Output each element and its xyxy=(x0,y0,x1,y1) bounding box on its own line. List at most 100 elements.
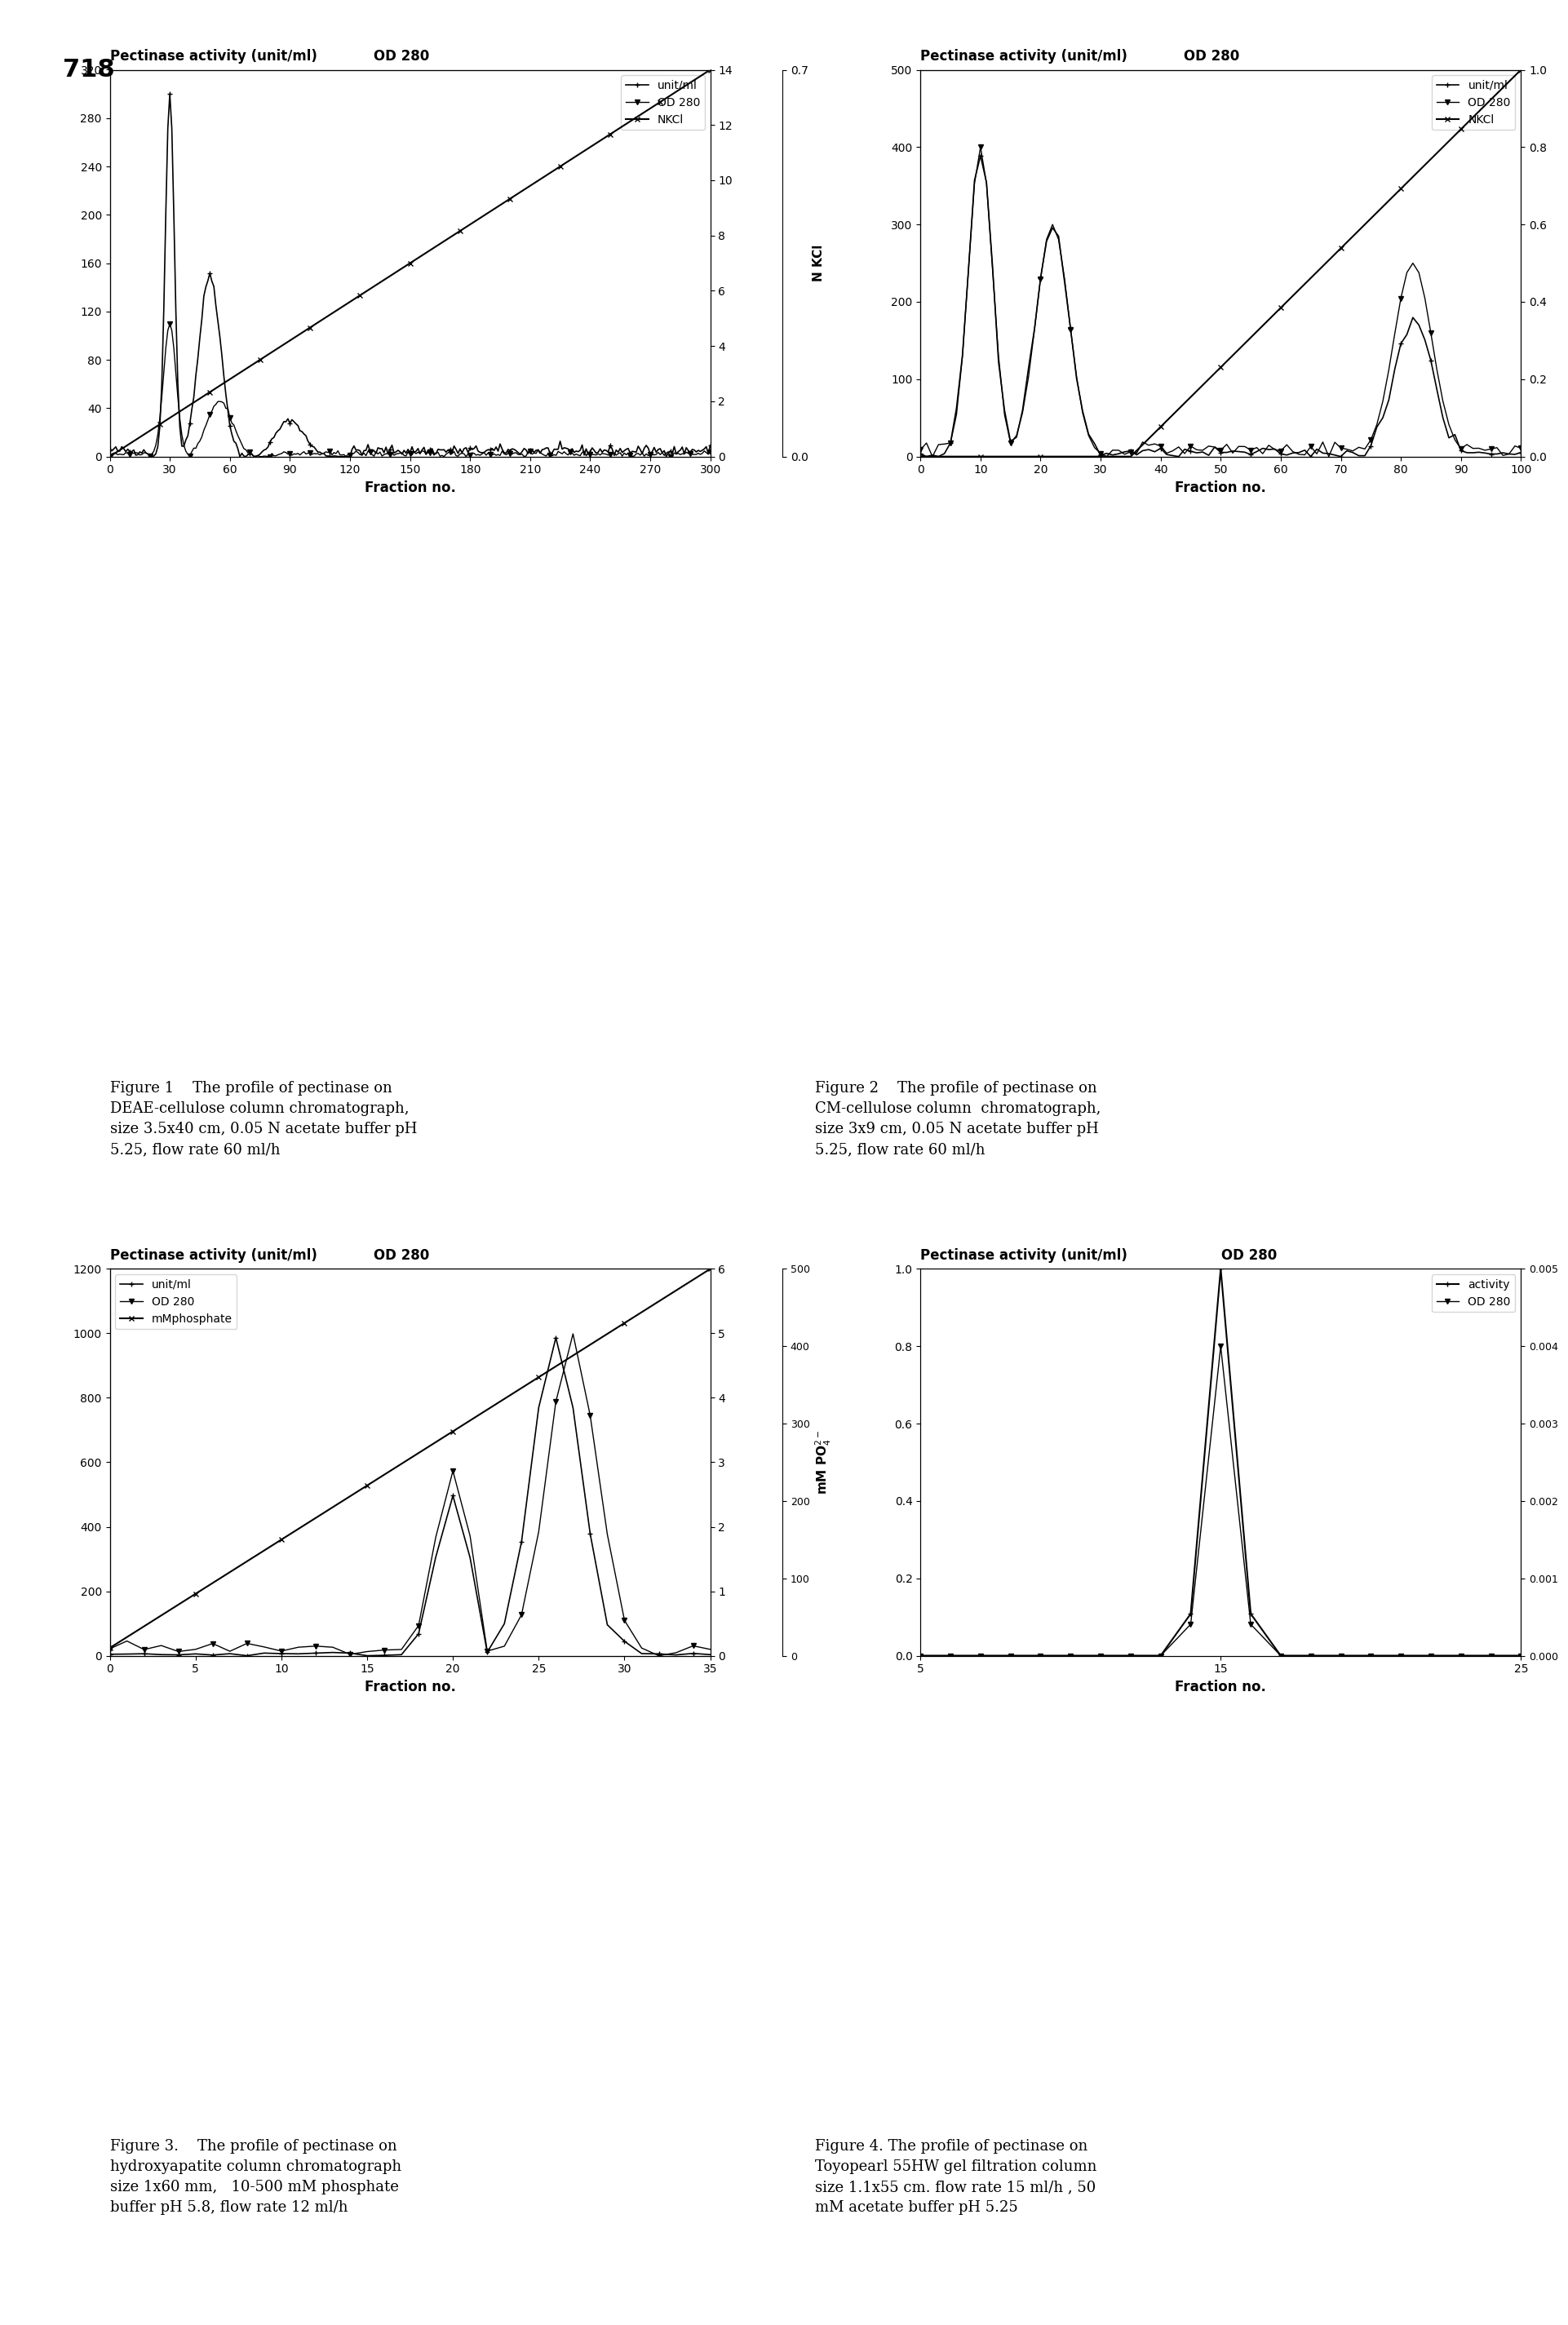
mMphosphate xyxy=(461,1407,480,1435)
Text: Figure 3.    The profile of pectinase on
hydroxyapatite column chromatograph
siz: Figure 3. The profile of pectinase on hy… xyxy=(110,2139,401,2216)
X-axis label: Fraction no.: Fraction no. xyxy=(1174,1679,1267,1695)
OD 280 xyxy=(444,1458,463,1486)
Line: NKCl: NKCl xyxy=(917,67,1524,460)
OD 280 xyxy=(1151,1641,1170,1669)
unit/ml xyxy=(152,1641,171,1669)
Text: 718: 718 xyxy=(63,58,114,81)
OD 280 xyxy=(160,309,179,337)
unit/ml xyxy=(100,1641,119,1669)
unit/ml xyxy=(444,1481,463,1509)
mMphosphate xyxy=(204,1569,223,1597)
Line: OD 280: OD 280 xyxy=(108,321,712,458)
mMphosphate xyxy=(478,1395,497,1423)
Line: unit/ml: unit/ml xyxy=(919,153,1523,458)
OD 280 xyxy=(632,1634,651,1662)
NKCl xyxy=(911,442,930,470)
OD 280 xyxy=(513,1602,532,1630)
OD 280 xyxy=(306,1632,325,1660)
NKCl xyxy=(511,179,530,207)
unit/ml xyxy=(513,1528,532,1555)
NKCl xyxy=(362,274,381,302)
activity xyxy=(1331,1641,1350,1669)
activity xyxy=(1062,1641,1080,1669)
mMphosphate xyxy=(563,1342,582,1369)
OD 280 xyxy=(204,1630,223,1658)
Line: OD 280: OD 280 xyxy=(107,1330,713,1658)
unit/ml xyxy=(701,432,720,460)
OD 280 xyxy=(1331,1641,1350,1669)
unit/ml xyxy=(649,1639,668,1667)
activity xyxy=(1422,1641,1441,1669)
OD 280 xyxy=(941,1641,960,1669)
unit/ml xyxy=(187,1639,205,1667)
OD 280 xyxy=(1181,1611,1200,1639)
activity xyxy=(1032,1641,1051,1669)
OD 280 xyxy=(612,439,630,467)
OD 280 xyxy=(1000,1641,1019,1669)
OD 280 xyxy=(461,1523,480,1551)
Text: Pectinase activity (unit/ml)            OD 280: Pectinase activity (unit/ml) OD 280 xyxy=(920,49,1240,65)
activity xyxy=(1121,1641,1140,1669)
activity xyxy=(1212,1256,1231,1283)
mMphosphate xyxy=(632,1297,651,1325)
Text: Pectinase activity (unit/ml)            OD 280: Pectinase activity (unit/ml) OD 280 xyxy=(110,1249,430,1262)
unit/ml xyxy=(577,435,596,463)
OD 280 xyxy=(1374,388,1392,416)
OD 280 xyxy=(660,442,679,470)
OD 280 xyxy=(1091,1641,1110,1669)
mMphosphate xyxy=(426,1428,445,1455)
Legend: unit/ml, OD 280, NKCl: unit/ml, OD 280, NKCl xyxy=(1432,74,1515,130)
mMphosphate xyxy=(615,1309,633,1337)
unit/ml xyxy=(392,1641,411,1669)
OD 280 xyxy=(1283,437,1301,465)
unit/ml xyxy=(632,1639,651,1667)
OD 280 xyxy=(152,1632,171,1660)
Line: unit/ml: unit/ml xyxy=(107,1335,713,1658)
unit/ml xyxy=(204,1641,223,1669)
unit/ml xyxy=(271,1639,290,1667)
unit/ml xyxy=(289,1639,307,1667)
unit/ml xyxy=(1200,442,1218,470)
NKCl xyxy=(1272,293,1290,321)
NKCl xyxy=(342,286,361,314)
mMphosphate xyxy=(187,1581,205,1609)
mMphosphate xyxy=(271,1525,290,1553)
NKCl xyxy=(1361,205,1380,232)
unit/ml xyxy=(347,437,365,465)
OD 280 xyxy=(1391,1641,1410,1669)
OD 280 xyxy=(577,442,596,470)
unit/ml xyxy=(100,435,119,463)
OD 280 xyxy=(238,1630,257,1658)
activity xyxy=(1452,1641,1471,1669)
NKCl xyxy=(572,137,591,165)
OD 280 xyxy=(289,1632,307,1660)
OD 280 xyxy=(187,1634,205,1662)
OD 280 xyxy=(911,1641,930,1669)
OD 280 xyxy=(666,1639,685,1667)
Y-axis label: mM PO$_4^{2-}$: mM PO$_4^{2-}$ xyxy=(814,1430,833,1495)
activity xyxy=(1091,1641,1110,1669)
OD 280 xyxy=(1361,1641,1380,1669)
unit/ml xyxy=(660,437,679,465)
NKCl xyxy=(1187,377,1206,405)
mMphosphate xyxy=(701,1256,720,1283)
unit/ml xyxy=(323,1639,342,1667)
mMphosphate xyxy=(254,1537,273,1565)
NKCl xyxy=(657,84,676,112)
unit/ml xyxy=(615,1627,633,1655)
OD 280 xyxy=(1512,1641,1530,1669)
unit/ml xyxy=(580,1521,599,1548)
mMphosphate xyxy=(100,1634,119,1662)
unit/ml xyxy=(237,442,256,470)
unit/ml xyxy=(701,1641,720,1669)
OD 280 xyxy=(1301,1641,1320,1669)
NKCl xyxy=(701,56,720,84)
NKCl xyxy=(100,442,119,470)
Line: OD 280: OD 280 xyxy=(917,1344,1524,1658)
OD 280 xyxy=(701,1634,720,1662)
unit/ml xyxy=(917,442,936,470)
mMphosphate xyxy=(444,1418,463,1446)
OD 280 xyxy=(254,1632,273,1660)
X-axis label: Fraction no.: Fraction no. xyxy=(1174,481,1267,495)
mMphosphate xyxy=(649,1288,668,1316)
